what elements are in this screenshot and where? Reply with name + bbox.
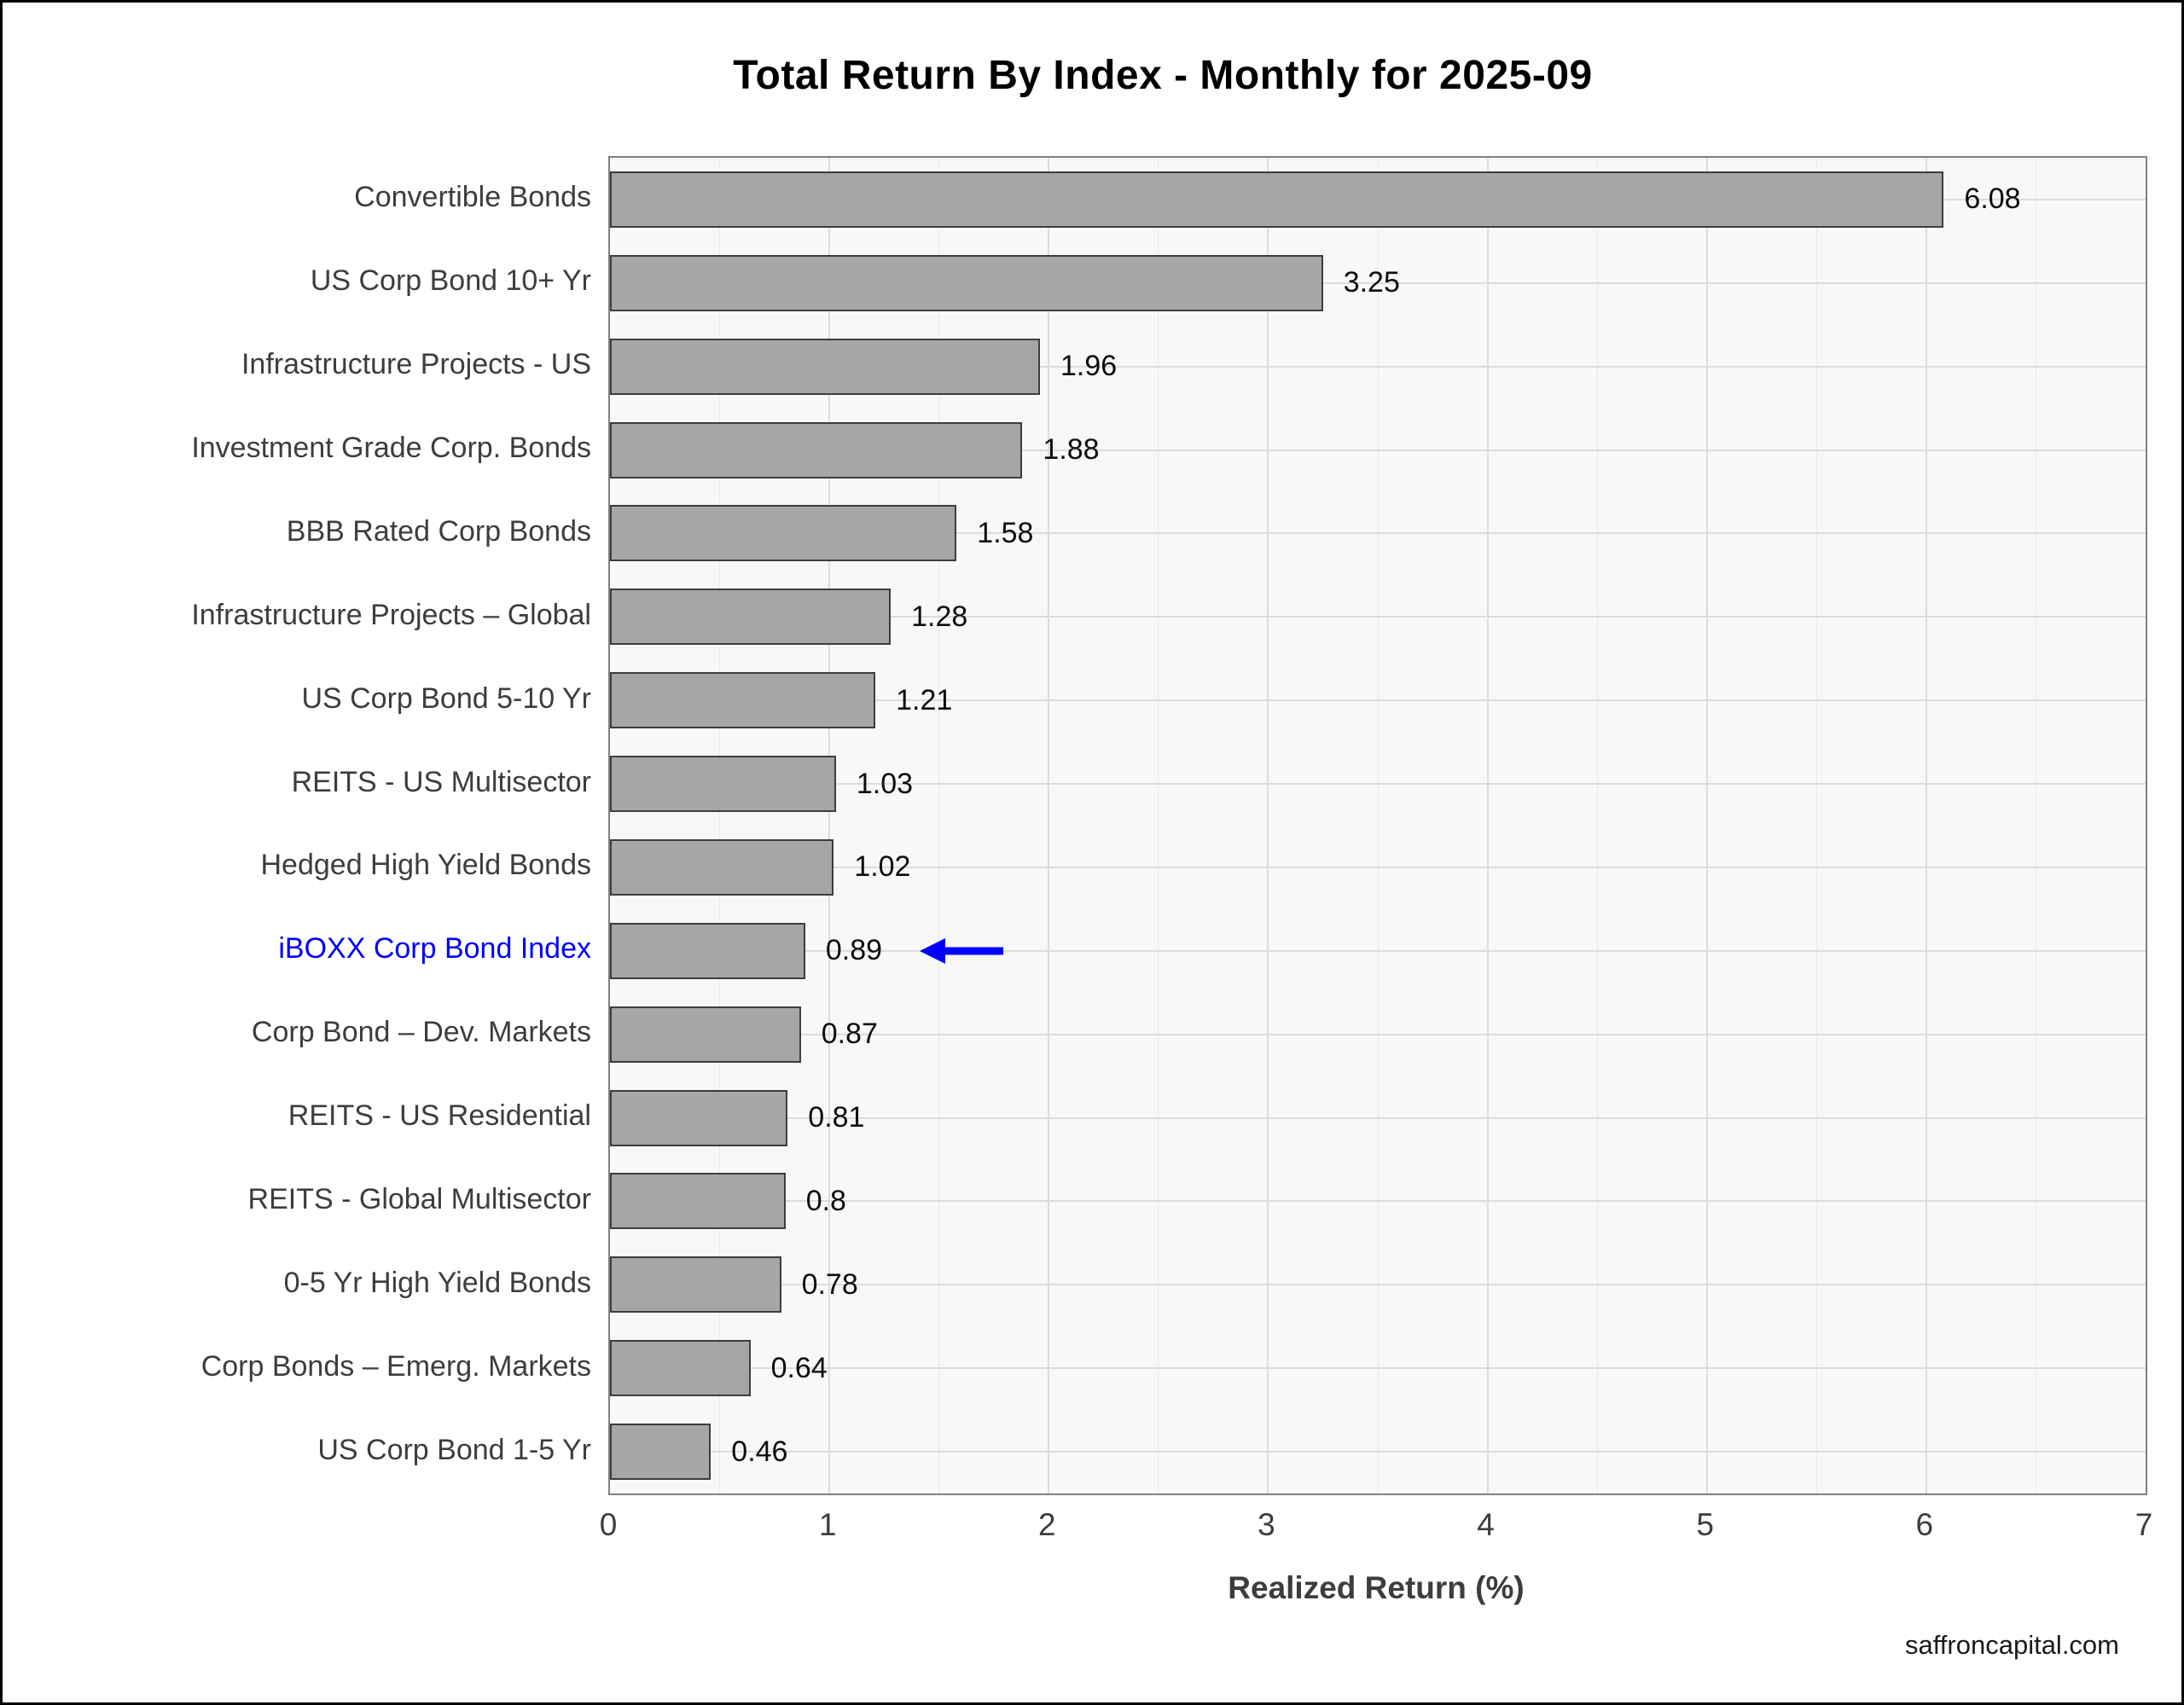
x-axis-label: Realized Return (%) — [1228, 1570, 1525, 1605]
x-tick-0: 0 — [599, 1507, 618, 1542]
bar-value-label: 0.64 — [770, 1351, 828, 1384]
gridline-vertical-minor — [1596, 158, 1598, 1493]
x-tick-4: 4 — [1477, 1507, 1495, 1542]
category-label-2: Infrastructure Projects - US — [241, 348, 591, 381]
bar-value-label: 1.21 — [896, 683, 953, 716]
gridline-horizontal — [610, 449, 2146, 451]
plot-area: 6.08 3.25 1.96 1.88 1.58 1.28 1.21 1.03 1.02 0.89… — [608, 156, 2147, 1495]
gridline-vertical-major — [1486, 158, 1489, 1493]
bar-14 — [610, 1340, 751, 1397]
bar-value-label: 6.08 — [1964, 183, 2021, 216]
gridline-vertical-minor — [719, 158, 721, 1493]
category-label-9: iBOXX Corp Bond Index — [278, 932, 591, 966]
gridline-vertical-minor — [1377, 158, 1379, 1493]
bar-value-label: 1.02 — [854, 850, 911, 884]
bar-2 — [610, 338, 1040, 395]
gridline-horizontal — [610, 1367, 2146, 1370]
x-tick-7: 7 — [2135, 1507, 2153, 1542]
bar-3 — [610, 421, 1023, 478]
category-label-8: Hedged High Yield Bonds — [260, 849, 592, 882]
bar-value-label: 0.81 — [808, 1101, 865, 1134]
category-label-0: Convertible Bonds — [354, 181, 591, 214]
gridline-horizontal — [610, 866, 2146, 868]
bar-15 — [610, 1424, 712, 1481]
x-tick-3: 3 — [1258, 1507, 1275, 1542]
gridline-horizontal — [610, 365, 2146, 368]
bar-13 — [610, 1256, 781, 1314]
highlight-arrow — [918, 909, 1007, 993]
bar-value-label: 1.96 — [1060, 350, 1118, 383]
bar-11 — [610, 1089, 788, 1146]
category-label-4: BBB Rated Corp Bonds — [286, 514, 591, 548]
category-label-13: 0-5 Yr High Yield Bonds — [283, 1266, 591, 1299]
category-label-11: REITS - US Residential — [288, 1099, 591, 1133]
category-label-5: Infrastructure Projects – Global — [191, 598, 591, 631]
gridline-horizontal — [610, 1451, 2146, 1453]
category-label-3: Investment Grade Corp. Bonds — [191, 432, 591, 465]
bar-9 — [610, 922, 805, 979]
gridline-horizontal — [610, 1284, 2146, 1286]
bar-4 — [610, 505, 957, 562]
gridline-horizontal — [610, 1033, 2146, 1035]
bar-10 — [610, 1006, 801, 1063]
gridline-vertical-major — [1048, 158, 1050, 1493]
gridline-vertical-major — [1925, 158, 1927, 1493]
bar-7 — [610, 756, 836, 813]
category-label-1: US Corp Bond 10+ Yr — [310, 264, 591, 298]
x-tick-1: 1 — [818, 1507, 837, 1542]
gridline-vertical-minor — [938, 158, 940, 1493]
left-arrow-icon — [919, 937, 1003, 964]
category-label-6: US Corp Bond 5-10 Yr — [301, 681, 591, 715]
gridline-vertical-minor — [1815, 158, 1817, 1493]
category-label-15: US Corp Bond 1-5 Yr — [317, 1433, 591, 1466]
category-label-12: REITS - Global Multisector — [247, 1182, 591, 1215]
bar-value-label: 1.58 — [977, 516, 1034, 549]
bar-value-label: 0.89 — [825, 934, 883, 967]
bar-value-label: 1.28 — [911, 600, 968, 633]
gridline-horizontal — [610, 1116, 2146, 1119]
gridline-horizontal — [610, 783, 2146, 786]
gridline-horizontal — [610, 281, 2146, 284]
category-label-7: REITS - US Multisector — [291, 765, 591, 798]
bar-value-label: 0.46 — [731, 1435, 788, 1468]
x-tick-2: 2 — [1037, 1507, 1056, 1542]
gridline-vertical-minor — [1158, 158, 1159, 1493]
bar-value-label: 0.8 — [805, 1184, 846, 1217]
chart-title: Total Return By Index - Monthly for 2025… — [733, 53, 1593, 98]
bar-1 — [610, 254, 1323, 311]
bar-12 — [610, 1173, 786, 1230]
x-tick-6: 6 — [1915, 1507, 1934, 1542]
category-label-14: Corp Bonds – Emerg. Markets — [200, 1349, 591, 1383]
bar-0 — [610, 171, 1944, 228]
gridline-vertical-major — [1267, 158, 1269, 1493]
gridline-horizontal — [610, 949, 2146, 952]
bar-6 — [610, 672, 876, 729]
bar-value-label: 1.88 — [1043, 433, 1100, 467]
bar-value-label: 0.78 — [801, 1267, 858, 1301]
gridline-horizontal — [610, 1200, 2146, 1203]
gridline-horizontal — [610, 699, 2146, 702]
bar-8 — [610, 838, 834, 896]
gridline-vertical-major — [1705, 158, 1708, 1493]
bar-5 — [610, 589, 892, 646]
bar-value-label: 3.25 — [1343, 266, 1400, 299]
x-axis-ticks: 0 1 2 3 4 5 6 7 — [3, 1507, 2181, 1550]
gridline-horizontal — [610, 532, 2146, 535]
gridline-vertical-major — [828, 158, 831, 1493]
gridline-horizontal — [610, 616, 2146, 618]
x-tick-5: 5 — [1696, 1507, 1714, 1542]
watermark: saffroncapital.com — [1905, 1630, 2119, 1660]
bar-value-label: 0.87 — [821, 1018, 878, 1051]
category-label-10: Corp Bond – Dev. Markets — [251, 1016, 591, 1049]
bar-value-label: 1.03 — [856, 767, 914, 800]
